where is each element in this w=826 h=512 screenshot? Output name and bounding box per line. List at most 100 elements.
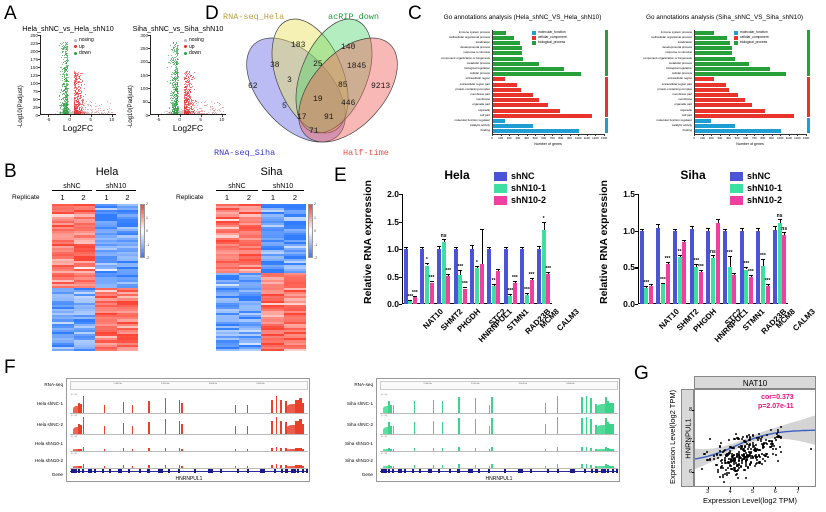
go-bar (694, 46, 732, 50)
bar-errorbar-cap (649, 284, 653, 285)
volcano-legend-siha: nosing up down (184, 37, 204, 57)
go-term-label: developmental process (622, 46, 692, 49)
bar-errorbar-cap (666, 262, 670, 263)
heatmap-rep-1: 1 (216, 193, 238, 202)
gene-exon (607, 469, 609, 473)
scatter-point (719, 445, 721, 447)
bar-errorbar-cap (728, 256, 732, 257)
track-label-Siha-shN10-2: Siha shN10-2 (324, 458, 373, 463)
ytick-mark (148, 102, 150, 103)
scatter-point (728, 439, 730, 441)
track-peak (302, 449, 305, 451)
volcano-xtick: -5 (153, 117, 163, 122)
go-term-label: extracellular region part (622, 83, 692, 86)
venn-diagram: RNA-seq_Hela acRIP_down RNA-seq_Siha Hal… (228, 14, 408, 160)
xtick-mark (222, 115, 223, 117)
go-xtick: 1300 (801, 136, 811, 140)
bar-STC2-shN10-1 (711, 258, 715, 304)
heatmap-group-label: shN10 (273, 183, 293, 190)
ytick-mark (38, 51, 40, 52)
bar-errorbar-cap (678, 255, 682, 256)
ytick-mark (38, 59, 40, 60)
scatter-point (746, 456, 748, 458)
track-peak (612, 403, 615, 413)
track-peak (489, 449, 491, 451)
bar-significance: *** (540, 266, 556, 272)
heatmap-cell (284, 349, 307, 351)
track-peak (247, 426, 249, 434)
track-peak (83, 447, 85, 451)
ruler-tick: 1,000 kb (110, 383, 126, 385)
go-bar (492, 62, 539, 66)
go-xtick: 1300 (599, 136, 609, 140)
go-bar (694, 57, 735, 61)
go-xtick-mark (789, 134, 790, 136)
track-peak (383, 466, 392, 468)
bar-PHGDH-shNC (437, 249, 441, 304)
bar-errorbar-cap (525, 293, 529, 294)
bar-ytick: 1.0 (372, 244, 399, 254)
track-peak (491, 418, 493, 434)
volcano-ytick: 200 (134, 59, 148, 64)
go-xaxis-title: Number of genes (694, 142, 806, 146)
bar-CALM3-shN10-2 (782, 235, 786, 304)
go-bar (694, 129, 781, 133)
bar-ytick-mark (635, 194, 638, 195)
track-peak (286, 466, 300, 468)
track-peak (181, 403, 183, 413)
track-peak (181, 449, 183, 451)
go-xaxis-title: Number of genes (492, 142, 604, 146)
group-underline (216, 190, 258, 191)
track-peak (393, 466, 395, 468)
bar-errorbar-cap (487, 247, 491, 248)
xtick-mark (48, 115, 49, 117)
bar-errorbar-cap (437, 246, 441, 247)
heatmap-replicate-label-hela: Replicate (12, 194, 40, 201)
track-peak (489, 405, 491, 413)
bar-chart-siha: Siha shNC shN10-1 shN10-2 Relative RNA expre… (592, 168, 824, 352)
go-xtick-mark (535, 134, 536, 136)
track-peak (596, 404, 610, 413)
go-category-sidebar (605, 118, 608, 133)
track-peak (181, 424, 183, 434)
track-peak (612, 466, 615, 468)
bar-significance: *** (452, 264, 468, 270)
go-bar (492, 114, 592, 118)
go-bar (694, 119, 711, 123)
legend-label: down (189, 50, 201, 57)
track-peak (148, 401, 150, 413)
track-scale: [0 - 50] (71, 415, 77, 417)
go-bar (492, 31, 506, 35)
bar-errorbar-cap (723, 229, 727, 230)
bar-errorbar-cap (458, 270, 462, 271)
bar-PHGDH-shN10-2 (446, 276, 450, 304)
scatter-point (762, 458, 764, 460)
go-term-label: extracellular region (622, 77, 692, 80)
track-scale: [0 - 50] (381, 394, 387, 396)
go-xtick-mark (711, 134, 712, 136)
gene-exon (419, 469, 421, 473)
scatter-point (733, 469, 735, 471)
scatter-point (767, 456, 769, 458)
track-scale: [0 - 50] (381, 436, 387, 438)
bar-errorbar-cap (740, 228, 744, 229)
ruler-tick: 2,000 kb (467, 383, 483, 385)
go-term-label: molecular function regulator (420, 119, 490, 122)
gene-exon (398, 469, 403, 473)
go-bar (694, 62, 749, 66)
heatmap-rep-3: 1 (262, 193, 284, 202)
colorbar-tick: 1 (146, 216, 148, 220)
volcano-legend-item: down (184, 50, 204, 57)
track-peak (235, 426, 237, 434)
go-bar (694, 36, 727, 40)
scatter-stats: cor=0.373 p=2.07e-11 (758, 393, 794, 411)
venn-count-siha-hela-halftime: 17 (297, 113, 307, 122)
track-peak (557, 396, 559, 413)
go-term-label: extracellular region part (420, 83, 490, 86)
go-legend-swatch-icon (532, 36, 536, 40)
scatter-point (740, 465, 742, 467)
track-peak (179, 448, 181, 451)
volcano-legend-hela: nosing up down (74, 37, 94, 57)
heatmap-rep-2: 2 (238, 193, 260, 202)
track-peak (581, 418, 583, 434)
